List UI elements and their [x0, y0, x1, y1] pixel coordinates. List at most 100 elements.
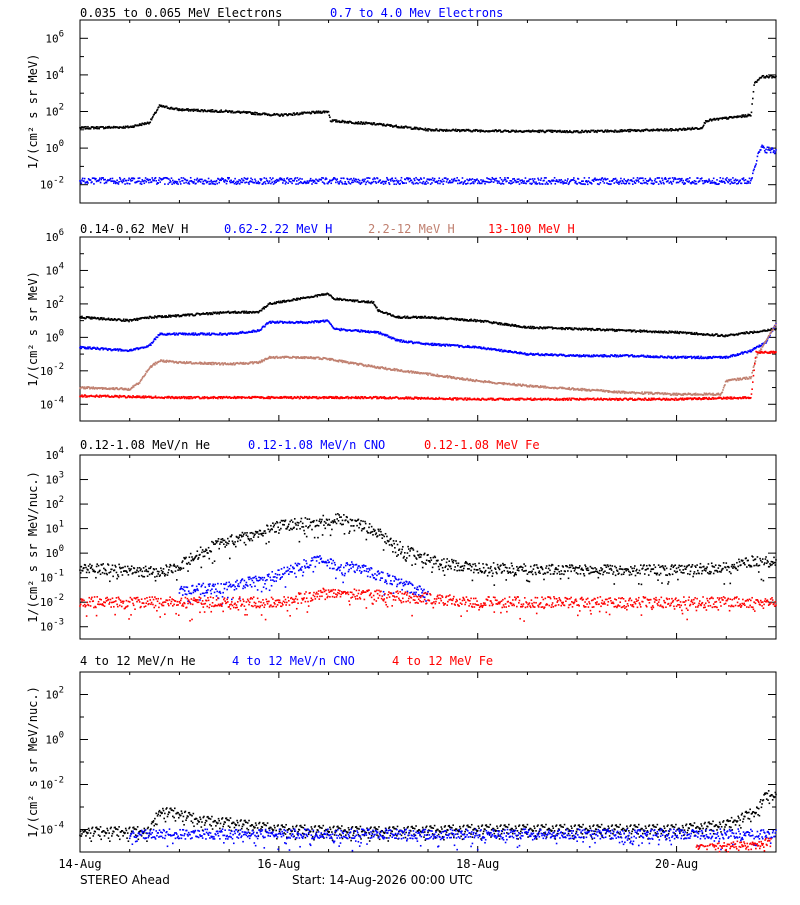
data-point: [124, 183, 126, 185]
data-point: [739, 180, 741, 182]
data-point: [389, 183, 391, 185]
data-point: [467, 182, 469, 184]
y-tick-label: 106: [45, 228, 64, 244]
data-point: [180, 183, 182, 185]
data-point: [398, 180, 400, 182]
data-point: [362, 179, 364, 181]
data-point: [615, 178, 617, 180]
data-point: [81, 182, 83, 184]
data-point: [564, 329, 566, 331]
data-point: [528, 180, 530, 182]
data-point: [427, 182, 429, 184]
data-point: [394, 180, 396, 182]
data-point: [376, 307, 378, 309]
data-point: [729, 183, 731, 185]
data-point: [431, 182, 433, 184]
data-point: [419, 179, 421, 181]
data-point: [647, 183, 649, 185]
data-point: [226, 183, 228, 185]
data-point: [263, 360, 265, 362]
data-point: [185, 182, 187, 184]
data-point: [394, 338, 396, 340]
series-points: [79, 319, 777, 359]
data-point: [511, 180, 513, 182]
legend-entry: 0.62-2.22 MeV H: [224, 222, 332, 236]
data-point: [641, 183, 643, 185]
data-point: [567, 178, 569, 180]
data-point: [745, 333, 747, 335]
data-point: [210, 180, 212, 182]
data-point: [254, 178, 256, 180]
data-point: [287, 177, 289, 179]
data-point: [411, 179, 413, 181]
data-point: [584, 183, 586, 185]
data-point: [546, 182, 548, 184]
data-point: [591, 183, 593, 185]
data-point: [543, 180, 545, 182]
data-point: [112, 387, 114, 389]
data-point: [311, 183, 313, 185]
data-point: [212, 109, 214, 111]
data-point: [653, 183, 655, 185]
data-point: [577, 130, 579, 132]
data-point: [580, 132, 582, 134]
data-point: [525, 183, 527, 185]
y-tick-label: 10-4: [40, 395, 64, 411]
data-point: [98, 179, 100, 181]
data-point: [222, 178, 224, 180]
data-point: [203, 183, 205, 185]
data-point: [669, 177, 671, 179]
data-point: [666, 357, 668, 359]
data-point: [149, 179, 151, 181]
data-point: [264, 326, 266, 328]
data-point: [438, 180, 440, 182]
data-point: [179, 179, 181, 181]
data-point: [97, 126, 99, 128]
data-point: [473, 183, 475, 185]
data-point: [151, 177, 153, 179]
data-point: [417, 183, 419, 185]
data-point: [364, 123, 366, 125]
data-point: [142, 377, 144, 379]
data-point: [619, 180, 621, 182]
data-point: [554, 177, 556, 179]
legend-entry: 2.2-12 MeV H: [368, 222, 455, 236]
data-point: [775, 328, 777, 330]
data-point: [239, 183, 241, 185]
data-point: [545, 177, 547, 179]
data-point: [361, 182, 363, 184]
data-point: [98, 128, 100, 130]
data-point: [329, 116, 331, 118]
data-point: [116, 179, 118, 181]
data-point: [285, 183, 287, 185]
data-point: [704, 181, 706, 183]
data-point: [233, 362, 235, 364]
data-point: [308, 182, 310, 184]
y-tick-label: 102: [45, 295, 64, 311]
data-point: [602, 177, 604, 179]
data-point: [272, 177, 274, 179]
data-point: [338, 361, 340, 363]
data-point: [535, 181, 537, 183]
data-point: [444, 345, 446, 347]
legend-entry: 0.035 to 0.065 MeV Electrons: [80, 6, 282, 20]
y-axis-label: 1/(cm² s sr MeV): [26, 54, 40, 170]
data-point: [447, 178, 449, 180]
data-point: [193, 332, 195, 334]
data-point: [704, 122, 706, 124]
data-point: [547, 183, 549, 185]
data-point: [462, 177, 464, 179]
data-point: [631, 181, 633, 183]
data-point: [379, 179, 381, 181]
data-point: [412, 181, 414, 183]
data-point: [193, 181, 195, 183]
data-point: [697, 177, 699, 179]
data-point: [675, 178, 677, 180]
data-point: [386, 177, 388, 179]
data-point: [749, 182, 751, 184]
data-point: [232, 110, 234, 112]
data-point: [474, 181, 476, 183]
data-point: [311, 112, 313, 114]
data-point: [383, 183, 385, 185]
data-point: [749, 178, 751, 180]
